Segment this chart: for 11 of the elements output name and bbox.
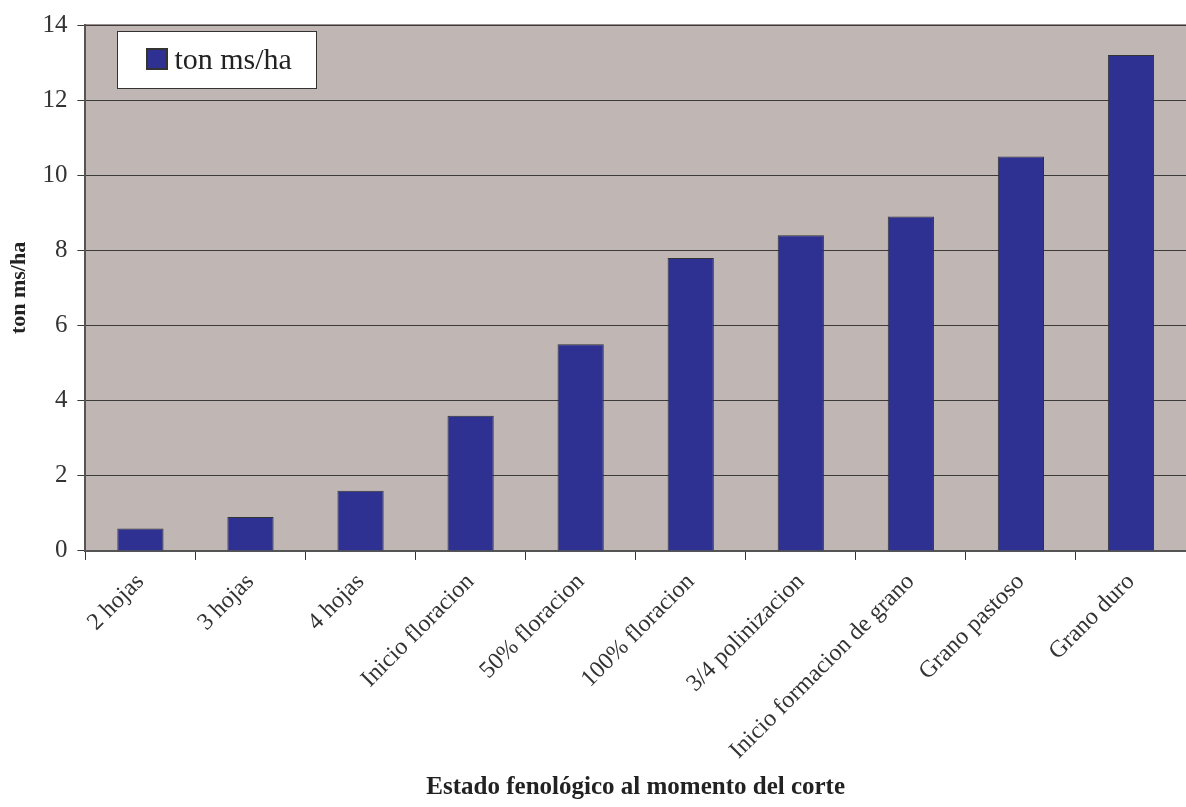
legend-label: ton ms/ha (174, 42, 292, 76)
y-tick-label: 8 (54, 234, 68, 262)
y-tick-label: 12 (42, 84, 68, 112)
y-tick-label: 14 (42, 9, 68, 37)
y-tick-label: 4 (54, 385, 68, 413)
y-tick-label: 10 (42, 159, 68, 187)
y-tick-label: 2 (54, 460, 68, 488)
y-tick-label: 0 (54, 535, 68, 563)
y-tick-label: 6 (54, 310, 68, 338)
x-axis-title: Estado fenológico al momento del corte (426, 772, 846, 800)
y-axis-title: ton ms/ha (4, 241, 30, 335)
